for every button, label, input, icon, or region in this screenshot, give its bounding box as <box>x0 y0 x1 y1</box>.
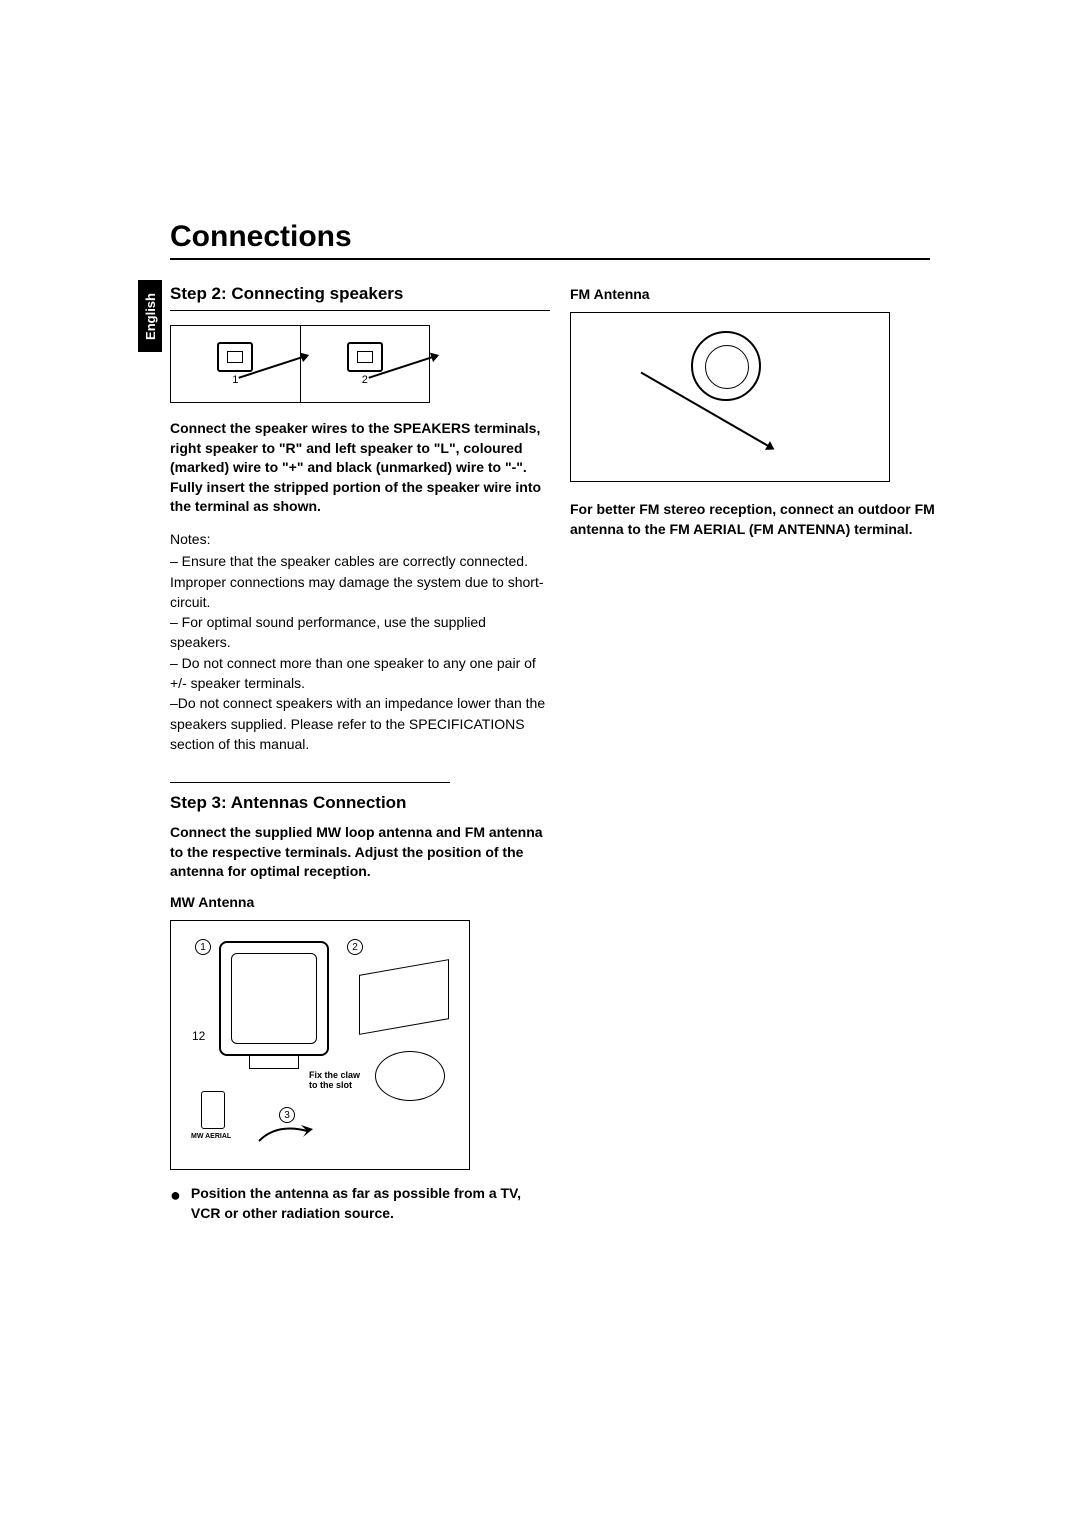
mw-terminal-icon <box>201 1091 225 1129</box>
bullet-dot-icon: ● <box>170 1186 181 1223</box>
figure-label-2: 2 <box>362 374 368 386</box>
left-column: Step 2: Connecting speakers 1 2 Connect … <box>170 284 550 1223</box>
figure-speakers: 1 2 <box>170 325 430 403</box>
step3-intro: Connect the supplied MW loop antenna and… <box>170 823 550 882</box>
manual-page: English Connections Step 2: Connecting s… <box>0 0 1080 1283</box>
mw-terminal-label: MW AERIAL <box>191 1133 231 1140</box>
figure-speakers-right: 2 <box>300 326 430 402</box>
fm-text: For better FM stereo reception, connect … <box>570 500 950 539</box>
step3-bullet-text: Position the antenna as far as possible … <box>191 1184 550 1223</box>
mw-loop-icon <box>219 941 329 1056</box>
step2-heading: Step 2: Connecting speakers <box>170 284 550 311</box>
content-columns: Step 2: Connecting speakers 1 2 Connect … <box>170 284 950 1223</box>
figure-speakers-left: 1 <box>171 326 300 402</box>
fm-ring-icon <box>691 331 761 401</box>
language-tab: English <box>138 280 162 352</box>
right-column: FM Antenna For better FM stereo receptio… <box>570 284 950 1223</box>
notes-label: Notes: <box>170 529 550 549</box>
language-tab-label: English <box>143 293 158 340</box>
step3-bullet: ● Position the antenna as far as possibl… <box>170 1184 550 1223</box>
step2-instruction: Connect the speaker wires to the SPEAKER… <box>170 419 550 517</box>
speaker-box-icon <box>347 342 383 372</box>
notes-body: – Ensure that the speaker cables are cor… <box>170 551 550 754</box>
section-divider <box>170 782 450 783</box>
callout-1: 1 <box>195 939 211 955</box>
figure-mw-antenna: 1 2 3 Fix the claw to the slot MW AERIAL <box>170 920 470 1170</box>
step3-heading: Step 3: Antennas Connection <box>170 793 550 813</box>
page-number: 12 <box>192 1029 205 1043</box>
mw-antenna-label: MW Antenna <box>170 894 550 910</box>
fm-antenna-label: FM Antenna <box>570 286 950 302</box>
mw-arrow-icon <box>257 1121 317 1147</box>
mw-claw-text: Fix the claw to the slot <box>309 1071 369 1091</box>
figure-fm-antenna <box>570 312 890 482</box>
mw-base-icon <box>249 1055 299 1069</box>
mw-stand-icon <box>359 959 449 1035</box>
step2-notes: Notes: – Ensure that the speaker cables … <box>170 529 550 754</box>
speaker-box-icon <box>217 342 253 372</box>
page-title: Connections <box>170 220 930 260</box>
mw-claw-icon <box>375 1051 445 1101</box>
figure-label-1: 1 <box>232 374 238 386</box>
callout-2: 2 <box>347 939 363 955</box>
